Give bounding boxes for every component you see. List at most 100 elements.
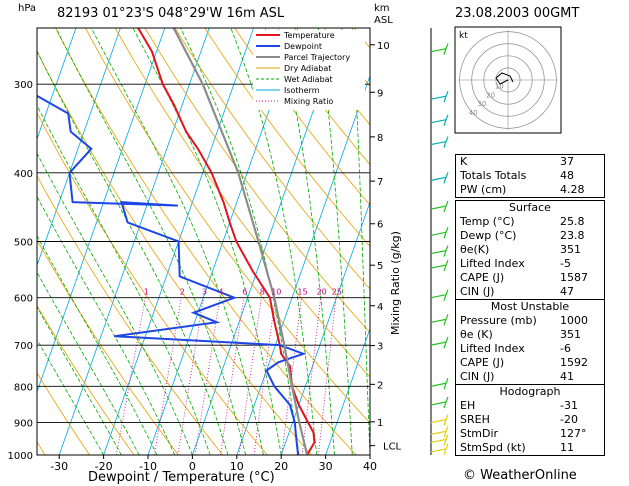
wet-adiabat-line [37,104,211,455]
mixing-ratio-line [220,297,245,455]
surface-index-value: 1587 [560,271,588,284]
surface-index-value: 25.8 [560,215,585,228]
dry-adiabat-line [264,28,370,166]
mixing-ratio-line [194,297,221,455]
wind-barb [430,136,449,148]
most-unstable-index-value: 1592 [560,356,588,369]
surface-index-row: CAPE (J) 1587 [456,271,604,285]
surface-index-label: Temp (°C) [460,215,515,228]
hodograph-index-label: StmSpd (kt) [460,441,526,454]
wet-adiabat-line [37,50,229,455]
surface-index-row: Lifted Index -5 [456,257,604,271]
most-unstable-index-label: CIN (J) [460,370,495,383]
wind-barb [430,336,449,349]
hodograph-index-row: SREH -20 [456,413,604,427]
x-tick-label: 20 [274,460,288,473]
isotherm-line [37,28,77,141]
lcl-label: LCL [383,442,402,453]
hodograph-trace [495,72,514,85]
hodograph-section-title: Hodograph [456,384,604,399]
most-unstable-section-title: Most Unstable [456,299,604,314]
pressure-tick-label: 900 [14,419,33,430]
wet-adiabat-line [230,28,318,455]
axis-ticks: 1 2 3 4 6 8 10 15 20 253004005006007008009001000-… [8,41,402,473]
index-value: 48 [560,169,574,182]
wind-barb [430,378,449,390]
hodograph-ring-label: 10 [495,83,504,91]
surface-index-label: Lifted Index [460,257,525,270]
mixing-ratio-tick-label: 6 [242,288,247,297]
mixing-ratio-tick-label: 8 [260,288,265,297]
height-unit-asl: ASL [374,15,393,26]
mixing-ratio-tick-label: 10 [271,288,281,297]
hodograph-index-value: 127° [560,427,587,440]
height-tick-label: 4 [377,302,383,313]
x-tick-label: -10 [139,460,157,473]
index-label: Totals Totals [460,169,527,182]
dry-adiabat-line [37,50,313,455]
indices-top-panel: K 37 Totals Totals 48 PW (cm) 4.28 [455,154,605,198]
dry-adiabat-line [37,304,135,455]
date-header: 23.08.2003 00GMT [455,6,580,21]
most-unstable-index-row: CIN (J) 41 [456,370,604,384]
dry-adiabat-line [114,28,370,378]
hodograph-index-label: StmDir [460,427,499,440]
wind-barb [430,443,449,456]
wind-barb [430,396,449,409]
surface-index-value: 351 [560,243,581,256]
surface-index-value: 23.8 [560,229,585,242]
surface-section-title: Surface [509,201,551,214]
wind-barb [430,314,449,326]
most-unstable-index-row: CAPE (J) 1592 [456,356,604,370]
parcel-trajectory-line [172,28,309,455]
wind-barb [430,259,449,272]
dry-adiabat-line [0,15,10,470]
index-row: PW (cm) 4.28 [456,183,604,197]
hodograph-index-value: 11 [560,441,574,454]
x-tick-label: 10 [230,460,244,473]
dry-adiabat-line [37,372,91,455]
most-unstable-index-value: 41 [560,370,574,383]
mixing-ratio-line [153,297,182,455]
x-axis-label: Dewpoint / Temperature (°C) [88,470,275,485]
mixing-ratio-tick-label: 3 [202,288,207,297]
x-tick-label: 30 [319,460,333,473]
wind-barb [430,414,449,426]
most-unstable-index-value: 1000 [560,314,588,327]
most-unstable-index-label: θe (K) [460,328,493,341]
mixing-ratio-line [253,297,276,455]
wet-adiabat-line [37,152,193,455]
mixing-ratio-tick-label: 2 [180,288,185,297]
wind-barb [430,43,449,55]
hodograph-index-label: SREH [460,413,490,426]
pressure-tick-label: 600 [14,294,33,305]
most-unstable-index-label: CAPE (J) [460,356,505,369]
mixing-ratio-tick-label: 1 [144,288,149,297]
hodograph-ring-label: 20 [486,91,495,99]
wet-adiabat-line [90,28,264,455]
wet-adiabat-line [277,28,335,455]
most-unstable-index-row: Pressure (mb) 1000 [456,314,604,328]
surface-index-label: CIN (J) [460,285,495,298]
most-unstable-index-row: θe (K) 351 [456,328,604,342]
wet-adiabat-lines [37,28,370,455]
dry-adiabat-line [204,28,370,248]
mixing-ratio-tick-label: 25 [332,288,342,297]
hodograph-index-label: EH [460,399,476,412]
pressure-tick-label: 500 [14,238,33,249]
wind-barbs [430,28,449,456]
station-header: 82193 01°23'S 048°29'W 16m ASL [57,6,285,21]
pressure-tick-label: 800 [14,382,33,393]
hodograph-index-value: -31 [560,399,578,412]
surface-index-row: CIN (J) 47 [456,285,604,299]
legend-entry: Temperature [283,31,335,40]
pressure-tick-label: 700 [14,341,33,352]
index-row: K 37 [456,155,604,169]
height-tick-label: 9 [377,88,383,99]
height-unit-km: km [374,3,390,14]
surface-index-label: θe(K) [460,243,490,256]
most-unstable-index-label: Pressure (mb) [460,314,537,327]
temperature-line [137,28,316,455]
